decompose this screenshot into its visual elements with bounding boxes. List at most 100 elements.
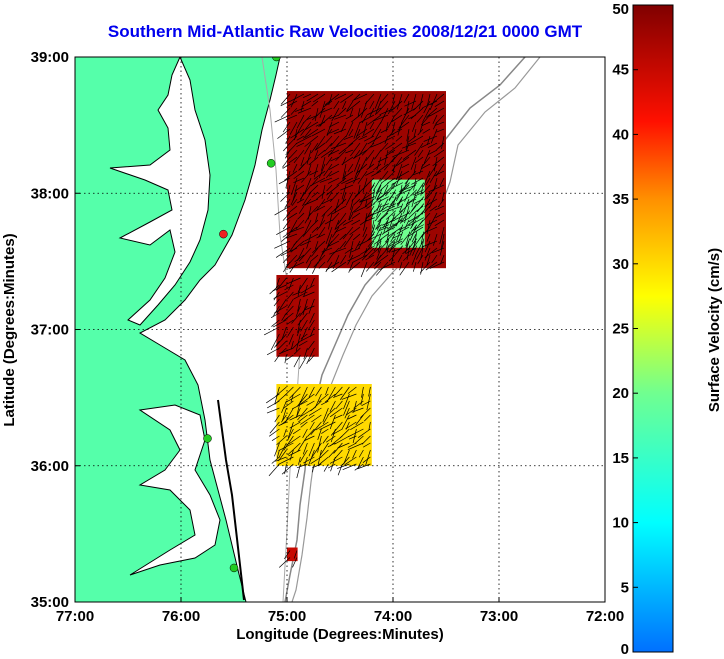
- current-arrow: [330, 156, 340, 162]
- current-arrow: [365, 198, 368, 208]
- current-arrow: [348, 205, 354, 221]
- current-arrow: [421, 156, 431, 168]
- current-arrow: [368, 386, 371, 397]
- current-arrow: [296, 198, 305, 204]
- current-arrow: [310, 421, 322, 435]
- current-arrow: [440, 233, 445, 250]
- current-arrow: [291, 177, 298, 195]
- current-arrow: [408, 217, 424, 227]
- current-arrow: [290, 240, 305, 253]
- current-arrow: [366, 163, 375, 170]
- current-arrow: [300, 333, 308, 340]
- current-arrow: [416, 196, 425, 206]
- current-arrow: [411, 203, 418, 212]
- current-arrow: [290, 93, 298, 108]
- current-arrow: [328, 121, 340, 128]
- current-arrow: [355, 414, 364, 426]
- current-arrow: [334, 198, 347, 211]
- current-arrow: [328, 449, 336, 458]
- current-arrow: [344, 247, 354, 254]
- current-arrow: [362, 226, 368, 238]
- current-arrow: [341, 414, 350, 430]
- current-arrow: [317, 149, 326, 157]
- current-arrow: [385, 142, 396, 150]
- current-arrow: [300, 421, 308, 428]
- current-arrow: [297, 212, 305, 220]
- current-arrow: [308, 184, 319, 195]
- current-arrow: [424, 240, 431, 253]
- colorbar-tick-label: 5: [621, 579, 629, 596]
- current-arrow: [304, 177, 312, 195]
- current-arrow: [327, 177, 340, 184]
- current-arrow: [390, 100, 403, 113]
- current-arrow: [326, 254, 333, 263]
- current-arrow: [314, 240, 319, 250]
- current-arrow: [319, 449, 329, 459]
- current-arrow: [298, 414, 308, 423]
- current-arrow: [401, 163, 410, 168]
- current-arrow: [342, 219, 354, 226]
- current-arrow: [283, 435, 294, 451]
- current-arrow: [335, 149, 347, 162]
- current-arrow: [308, 386, 315, 398]
- current-arrow: [407, 238, 418, 250]
- current-arrow: [426, 135, 431, 146]
- current-arrow: [388, 205, 403, 212]
- current-arrow: [423, 100, 431, 114]
- current-arrow: [397, 254, 403, 263]
- current-arrow: [300, 414, 315, 425]
- current-arrow: [312, 463, 322, 469]
- current-arrow: [429, 205, 438, 212]
- current-arrow: [368, 156, 375, 168]
- current-arrow: [346, 100, 354, 112]
- current-arrow: [302, 191, 312, 207]
- current-arrow: [299, 386, 308, 404]
- current-arrow: [318, 393, 329, 403]
- current-arrow: [376, 100, 389, 115]
- current-arrow: [307, 428, 315, 437]
- current-arrow: [309, 254, 319, 263]
- current-arrow: [293, 347, 301, 355]
- current-arrow: [343, 135, 354, 140]
- current-arrow: [324, 393, 336, 403]
- current-arrow: [317, 428, 322, 440]
- current-arrow: [340, 456, 350, 467]
- current-arrow: [282, 121, 291, 133]
- current-arrow: [340, 254, 347, 265]
- current-arrow: [404, 170, 417, 185]
- current-arrow: [283, 428, 287, 437]
- current-arrow: [348, 212, 354, 221]
- current-arrow: [372, 224, 376, 233]
- colorbar: [632, 4, 674, 653]
- current-arrow: [374, 261, 382, 270]
- current-arrow: [282, 163, 291, 169]
- current-arrow: [296, 326, 301, 337]
- current-arrow: [330, 135, 340, 147]
- current-arrow: [342, 163, 347, 180]
- current-arrow: [441, 135, 445, 150]
- current-arrow: [318, 226, 326, 238]
- current-arrow: [391, 114, 403, 123]
- current-arrow: [331, 107, 340, 122]
- chart-title: Southern Mid-Atlantic Raw Velocities 200…: [107, 22, 583, 41]
- current-arrow: [411, 177, 424, 185]
- current-arrow: [300, 326, 308, 342]
- current-arrow: [298, 156, 312, 171]
- current-arrow: [278, 557, 291, 568]
- current-arrow: [333, 128, 347, 135]
- current-arrow: [273, 291, 280, 301]
- current-arrow: [316, 198, 326, 211]
- current-arrow: [299, 184, 312, 200]
- current-arrow: [283, 400, 294, 409]
- current-arrow: [356, 128, 368, 137]
- current-arrow: [398, 114, 410, 129]
- current-arrow: [383, 156, 396, 171]
- current-arrow: [325, 226, 333, 245]
- current-arrow: [355, 128, 361, 139]
- current-arrow: [392, 93, 396, 104]
- current-arrow: [269, 284, 280, 295]
- current-arrow: [303, 456, 315, 464]
- current-arrow: [415, 240, 424, 256]
- current-arrow: [286, 233, 298, 239]
- current-arrow: [345, 114, 354, 120]
